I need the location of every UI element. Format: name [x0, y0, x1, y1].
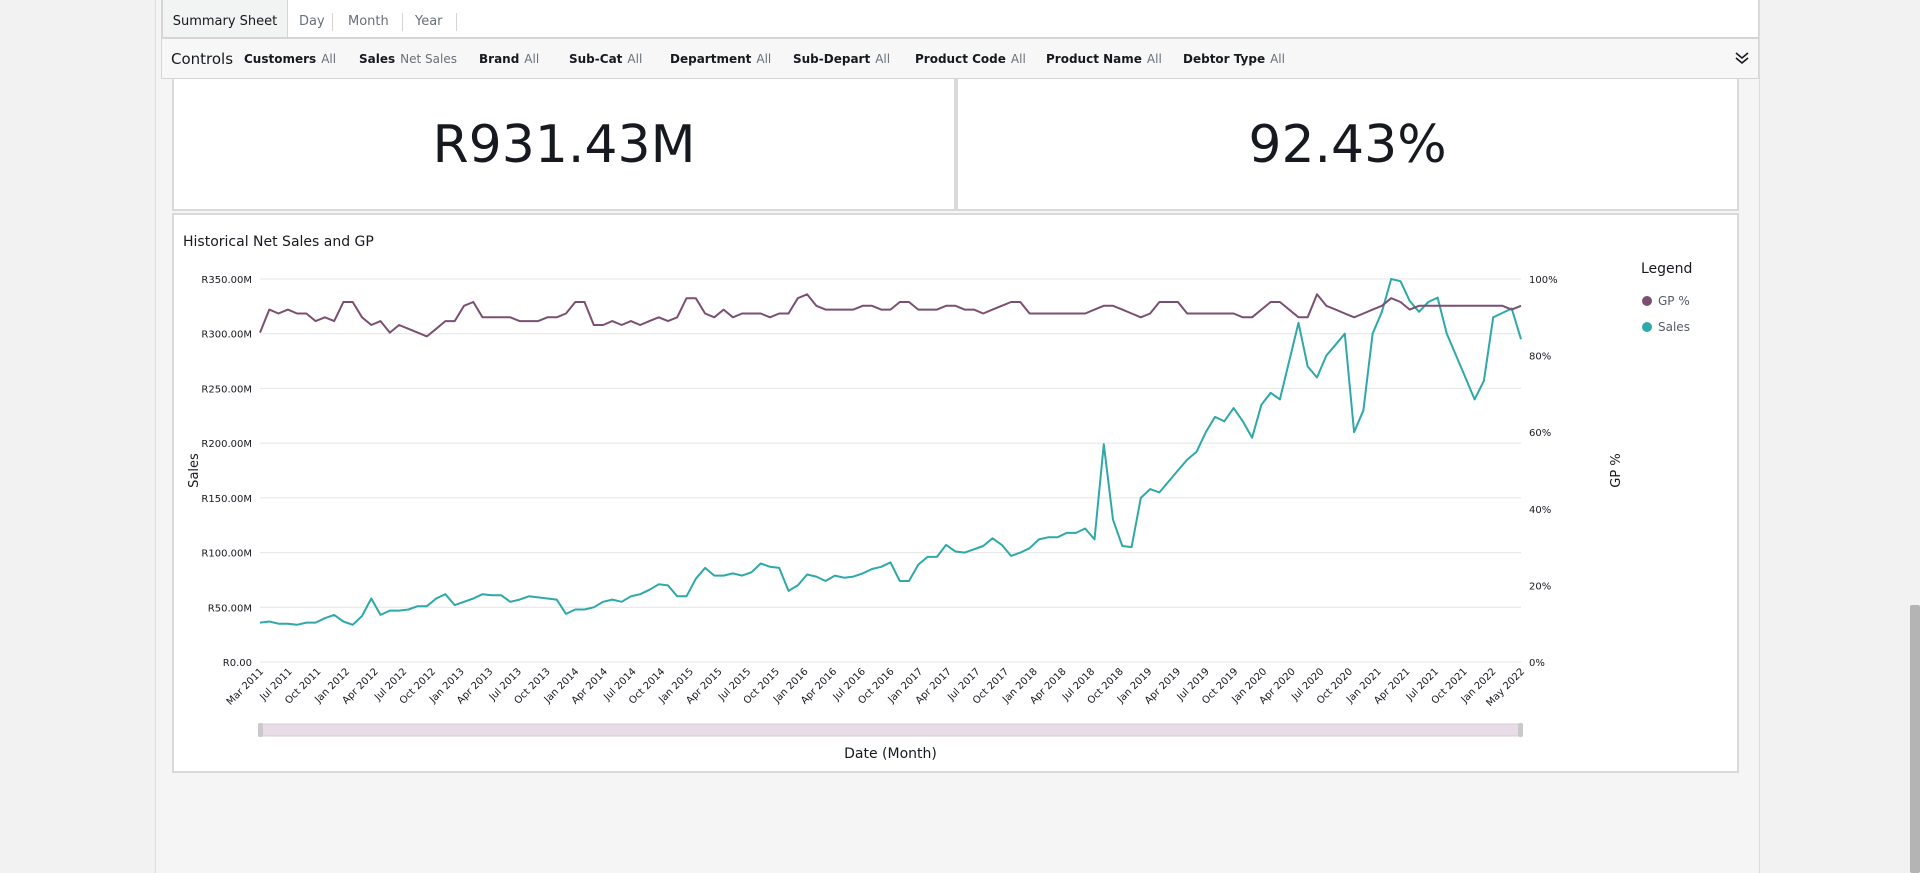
- y-tick-label: R350.00M: [201, 275, 252, 286]
- controls-bar: Controls Customers All Sales Net Sales Bra…: [161, 38, 1759, 79]
- tab-separator: [332, 13, 333, 31]
- y2-tick-label: 20%: [1529, 581, 1551, 592]
- y2-tick-label: 40%: [1529, 505, 1551, 516]
- y-tick-label: R100.00M: [201, 549, 252, 560]
- chart-card: Historical Net Sales and GP R0.00 R50.00M R…: [172, 213, 1739, 773]
- y2-tick-label: 0%: [1529, 658, 1545, 669]
- chart-title: Historical Net Sales and GP: [183, 234, 374, 250]
- y-tick-label: R150.00M: [201, 494, 252, 505]
- filter-customers[interactable]: Customers All: [244, 52, 337, 66]
- x-tick-label: Mar 2011: [225, 666, 266, 707]
- sheet-tab-bar: Summary Sheet Day Month Year: [161, 0, 1759, 38]
- legend-swatch: [1642, 296, 1652, 306]
- range-slider-handle-left: [258, 723, 263, 737]
- y-tick-label: R300.00M: [201, 330, 252, 341]
- sales-gp-chart: Historical Net Sales and GP R0.00 R50.00M R…: [183, 234, 1692, 762]
- date-range-slider: [259, 723, 1522, 737]
- filter-sales[interactable]: Sales Net Sales: [359, 52, 457, 66]
- y-axis-title: Sales: [187, 453, 202, 488]
- filter-product-name[interactable]: Product Name All: [1046, 52, 1162, 66]
- x-axis-title: Date (Month): [844, 746, 937, 762]
- y2-tick-label: 80%: [1529, 352, 1551, 363]
- gp-series-line: [259, 293, 1522, 338]
- kpi-gp-percent-value: 92.43%: [1248, 115, 1447, 175]
- legend-swatch: [1642, 322, 1652, 332]
- y-tick-label: R0.00: [223, 658, 252, 669]
- filter-sub-depart[interactable]: Sub-Depart All: [793, 52, 891, 66]
- y2-tick-label: 100%: [1529, 275, 1558, 286]
- tab-year[interactable]: Year: [415, 14, 443, 29]
- filter-department[interactable]: Department All: [670, 52, 772, 66]
- y-tick-label: R200.00M: [201, 439, 252, 450]
- tab-month[interactable]: Month: [348, 14, 389, 29]
- y-tick-label: R50.00M: [208, 603, 252, 614]
- kpi-net-sales-value: R931.43M: [432, 115, 696, 175]
- double-chevron-down-icon[interactable]: [1734, 50, 1750, 66]
- controls-title: Controls: [171, 50, 234, 68]
- filter-brand[interactable]: Brand All: [479, 52, 540, 66]
- legend-title: Legend: [1641, 261, 1692, 277]
- tab-separator: [456, 13, 457, 31]
- legend-label: GP %: [1658, 294, 1690, 308]
- tab-day[interactable]: Day: [299, 14, 325, 29]
- y-tick-label: R250.00M: [201, 384, 252, 395]
- filter-sub-cat[interactable]: Sub-Cat All: [569, 52, 643, 66]
- y2-axis-title: GP %: [1609, 453, 1624, 487]
- sales-series-line: [259, 278, 1522, 626]
- filter-debtor-type[interactable]: Debtor Type All: [1183, 52, 1285, 66]
- tab-summary-sheet[interactable]: Summary Sheet: [162, 0, 288, 37]
- tab-separator: [402, 13, 403, 31]
- y2-tick-label: 60%: [1529, 428, 1551, 439]
- filter-product-code[interactable]: Product Code All: [915, 52, 1026, 66]
- range-slider-handle-right: [1518, 723, 1523, 737]
- kpi-card-net-sales: R931.43M: [172, 79, 956, 211]
- page-scrollbar[interactable]: [1910, 605, 1920, 873]
- legend-label: Sales: [1658, 320, 1690, 334]
- kpi-card-gp-percent: 92.43%: [956, 79, 1739, 211]
